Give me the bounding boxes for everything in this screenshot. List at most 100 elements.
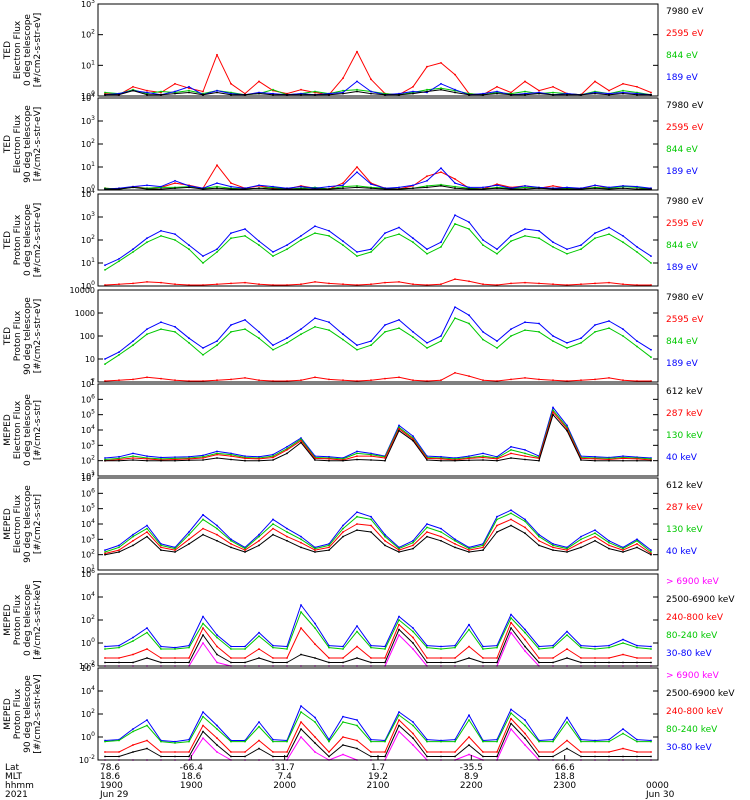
data-point	[524, 458, 526, 461]
y-tick-label: 104	[81, 424, 95, 435]
data-point	[524, 520, 526, 523]
data-point	[160, 328, 162, 330]
data-point	[468, 457, 470, 460]
data-point	[146, 657, 148, 659]
data-point	[468, 322, 470, 325]
data-point	[356, 529, 358, 531]
data-point	[426, 380, 428, 382]
data-point	[370, 738, 372, 741]
data-point	[496, 252, 498, 255]
data-point	[244, 645, 246, 648]
data-point	[328, 329, 330, 331]
data-point	[552, 413, 554, 416]
data-point	[230, 455, 232, 457]
y-axis-label-line: 0 deg telescope	[23, 14, 33, 86]
data-point	[412, 547, 414, 550]
data-point	[356, 455, 358, 457]
data-point	[608, 226, 610, 229]
data-point	[426, 459, 428, 461]
data-point	[482, 549, 484, 551]
data-point	[580, 546, 582, 549]
data-point	[566, 380, 568, 382]
data-point	[636, 93, 638, 96]
data-point	[524, 321, 526, 324]
data-point	[146, 535, 148, 538]
data-point	[650, 549, 652, 551]
data-point	[636, 543, 638, 545]
data-point	[552, 738, 554, 741]
data-point	[566, 747, 568, 750]
data-point	[636, 284, 638, 286]
data-point	[272, 185, 274, 188]
data-point	[216, 251, 218, 253]
data-point	[132, 640, 134, 642]
data-point	[384, 544, 386, 547]
data-point	[650, 661, 652, 664]
data-point	[650, 348, 652, 351]
data-point	[328, 546, 330, 549]
data-point	[426, 738, 428, 741]
data-point	[440, 648, 442, 650]
y-axis-label-line: [#/cm2-s-str-keV]	[33, 674, 43, 753]
data-point	[258, 92, 260, 95]
data-point	[174, 661, 176, 664]
data-point	[202, 457, 204, 459]
data-point	[174, 82, 176, 85]
data-point	[202, 347, 204, 349]
data-point	[622, 728, 624, 730]
data-point	[160, 546, 162, 549]
data-point	[356, 284, 358, 286]
data-point	[160, 549, 162, 551]
data-point	[468, 645, 470, 648]
legend-entry: 2595 eV	[666, 29, 704, 39]
data-point	[552, 335, 554, 337]
data-point	[524, 628, 526, 631]
data-point	[510, 717, 512, 720]
data-point	[440, 185, 442, 187]
data-point	[468, 314, 470, 317]
data-point	[440, 459, 442, 462]
y-axis-label-line: Proton Flux	[13, 214, 23, 265]
data-point	[426, 342, 428, 344]
data-point	[328, 657, 330, 659]
data-point	[454, 644, 456, 647]
data-point	[636, 458, 638, 460]
data-point	[398, 186, 400, 189]
data-point	[538, 533, 540, 536]
data-point	[454, 182, 456, 185]
data-point	[104, 363, 106, 365]
data-point	[538, 331, 540, 333]
data-point	[328, 459, 330, 462]
data-point	[384, 459, 386, 462]
data-point	[538, 237, 540, 240]
legend-entry: 189 eV	[666, 359, 699, 369]
data-point	[594, 755, 596, 758]
data-point	[440, 87, 442, 90]
data-point	[412, 85, 414, 88]
data-point	[160, 188, 162, 190]
data-point	[412, 544, 414, 547]
panel-frame	[97, 289, 659, 383]
data-point	[538, 92, 540, 95]
data-point	[356, 80, 358, 83]
data-point	[146, 328, 148, 330]
data-point	[426, 284, 428, 286]
data-point	[594, 232, 596, 235]
data-point	[384, 535, 386, 538]
data-point	[552, 661, 554, 664]
data-point	[244, 661, 246, 664]
data-point	[286, 657, 288, 659]
data-point	[230, 458, 232, 461]
data-point	[468, 714, 470, 716]
data-point	[496, 740, 498, 743]
data-point	[258, 657, 260, 659]
x-tick-label: Jun 30	[645, 790, 675, 800]
data-point	[272, 453, 274, 456]
data-point	[636, 340, 638, 342]
data-point	[412, 627, 414, 629]
data-point	[510, 282, 512, 285]
y-axis-label-line: 0 deg telescope	[23, 584, 33, 656]
data-point	[594, 80, 596, 83]
data-point	[482, 546, 484, 549]
data-point	[580, 646, 582, 649]
